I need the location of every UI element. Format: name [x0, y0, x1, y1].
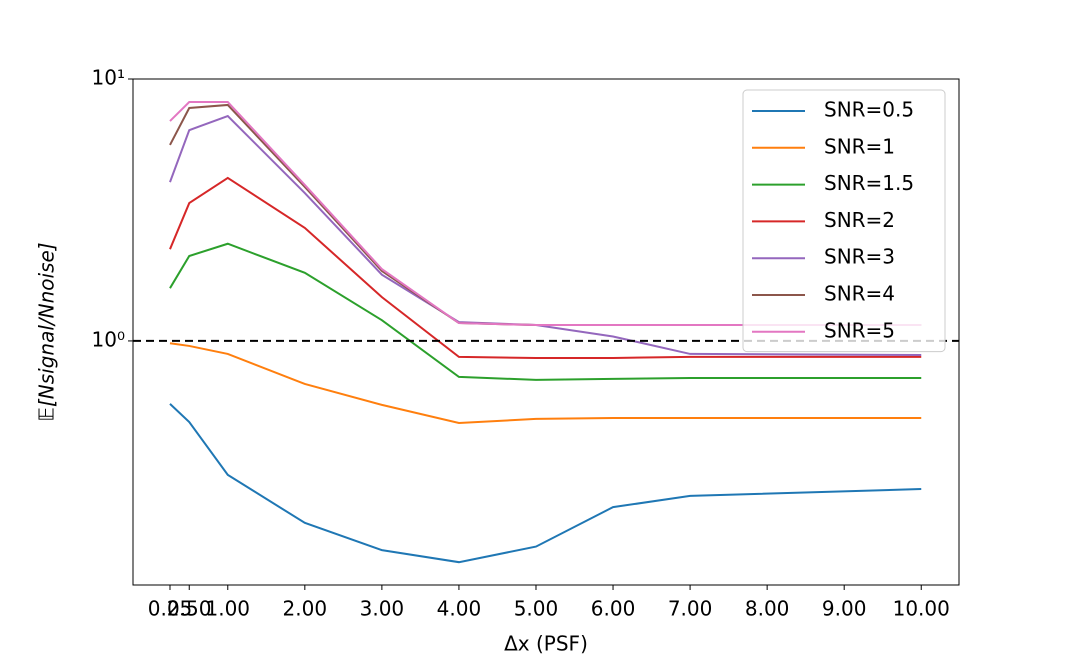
x-tick-label: 0.25 — [148, 597, 193, 621]
legend-label: SNR=5 — [824, 318, 895, 342]
x-tick-label: 5.00 — [514, 597, 559, 621]
x-tick-label: 9.00 — [822, 597, 867, 621]
x-tick-label: 7.00 — [668, 597, 713, 621]
x-tick-label: 4.00 — [437, 597, 482, 621]
x-tick-label: 2.00 — [283, 597, 328, 621]
legend-label: SNR=3 — [824, 245, 895, 269]
x-axis-label: Δx (PSF) — [504, 632, 588, 656]
x-tick-label: 0.50 — [167, 597, 212, 621]
series-line — [169, 100, 922, 327]
series-line — [169, 176, 922, 359]
x-tick-label: 3.00 — [360, 597, 405, 621]
series-line — [169, 114, 922, 356]
y-axis-label: 𝔼[Nsignal/Nnoise] — [35, 242, 59, 421]
series-line — [169, 342, 922, 425]
x-tick-label: 8.00 — [745, 597, 790, 621]
legend-label: SNR=4 — [824, 282, 895, 306]
legend-label: SNR=1.5 — [824, 171, 914, 195]
y-tick-label: 10⁰ — [92, 327, 125, 351]
x-tick-label: 1.00 — [206, 597, 251, 621]
x-tick-label: 10.00 — [893, 597, 950, 621]
series-line — [169, 242, 922, 381]
y-tick-label: 10¹ — [92, 66, 125, 90]
legend-label: SNR=0.5 — [824, 98, 914, 122]
series-line — [169, 403, 922, 564]
x-tick-label: 6.00 — [591, 597, 636, 621]
legend-label: SNR=2 — [824, 208, 895, 232]
legend-box — [742, 89, 946, 353]
legend-label: SNR=1 — [824, 134, 895, 158]
plot-frame — [132, 78, 960, 586]
